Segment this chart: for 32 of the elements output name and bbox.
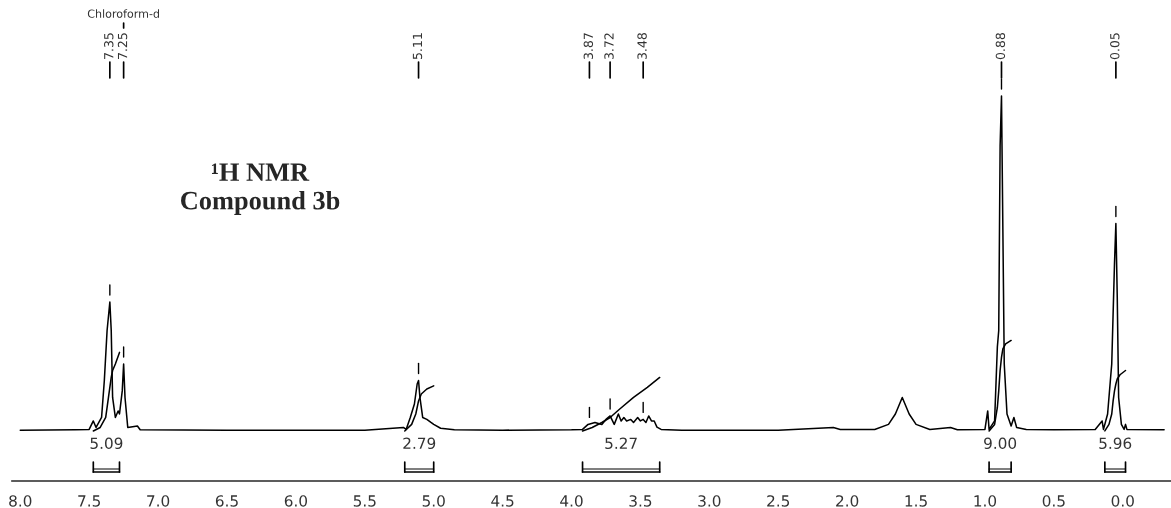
annotation: 0.88 bbox=[995, 33, 1006, 60]
x-tick-label: 6.5 bbox=[215, 495, 238, 507]
annotation: 5.11 bbox=[412, 33, 423, 60]
x-tick-label: 3.5 bbox=[629, 495, 652, 507]
x-tick-label: 4.5 bbox=[491, 495, 514, 507]
annotation: 3.87 bbox=[583, 33, 594, 60]
annotation: 3.48 bbox=[637, 33, 647, 60]
x-tick-label: 2.0 bbox=[836, 495, 859, 507]
x-tick-label: 0.0 bbox=[1111, 495, 1134, 507]
x-tick-label: 5.5 bbox=[353, 495, 376, 507]
annotation: 5.09 bbox=[90, 437, 123, 450]
x-tick-label: 6.0 bbox=[284, 495, 308, 507]
x-tick-label: 2.5 bbox=[767, 495, 790, 507]
x-tick-label: 5.0 bbox=[422, 495, 445, 507]
annotation: Chloroform-d bbox=[87, 9, 159, 18]
annotation: 9.00 bbox=[984, 437, 1017, 450]
text: ¹H NMR Compound 3b bbox=[181, 163, 340, 215]
annotation: 2.79 bbox=[403, 437, 436, 450]
x-tick-label: 7.0 bbox=[147, 495, 170, 507]
x-tick-label: 4.0 bbox=[560, 495, 583, 507]
x-tick-label: 0.5 bbox=[1042, 495, 1065, 507]
annotation: 5.27 bbox=[605, 437, 637, 450]
x-tick-label: 1.5 bbox=[905, 495, 927, 507]
x-tick-label: 7.5 bbox=[78, 495, 100, 507]
x-tick-label: 1.0 bbox=[974, 495, 997, 507]
annotation: 3.72 bbox=[604, 33, 614, 60]
annotation: 0.05 bbox=[1110, 33, 1120, 60]
annotation: 7.35 bbox=[104, 33, 114, 59]
annotation: 5.96 bbox=[1099, 437, 1132, 450]
x-tick-label: 3.0 bbox=[698, 495, 721, 507]
x-tick-label: 8.0 bbox=[9, 495, 32, 507]
annotation: 7.25 bbox=[117, 33, 128, 59]
